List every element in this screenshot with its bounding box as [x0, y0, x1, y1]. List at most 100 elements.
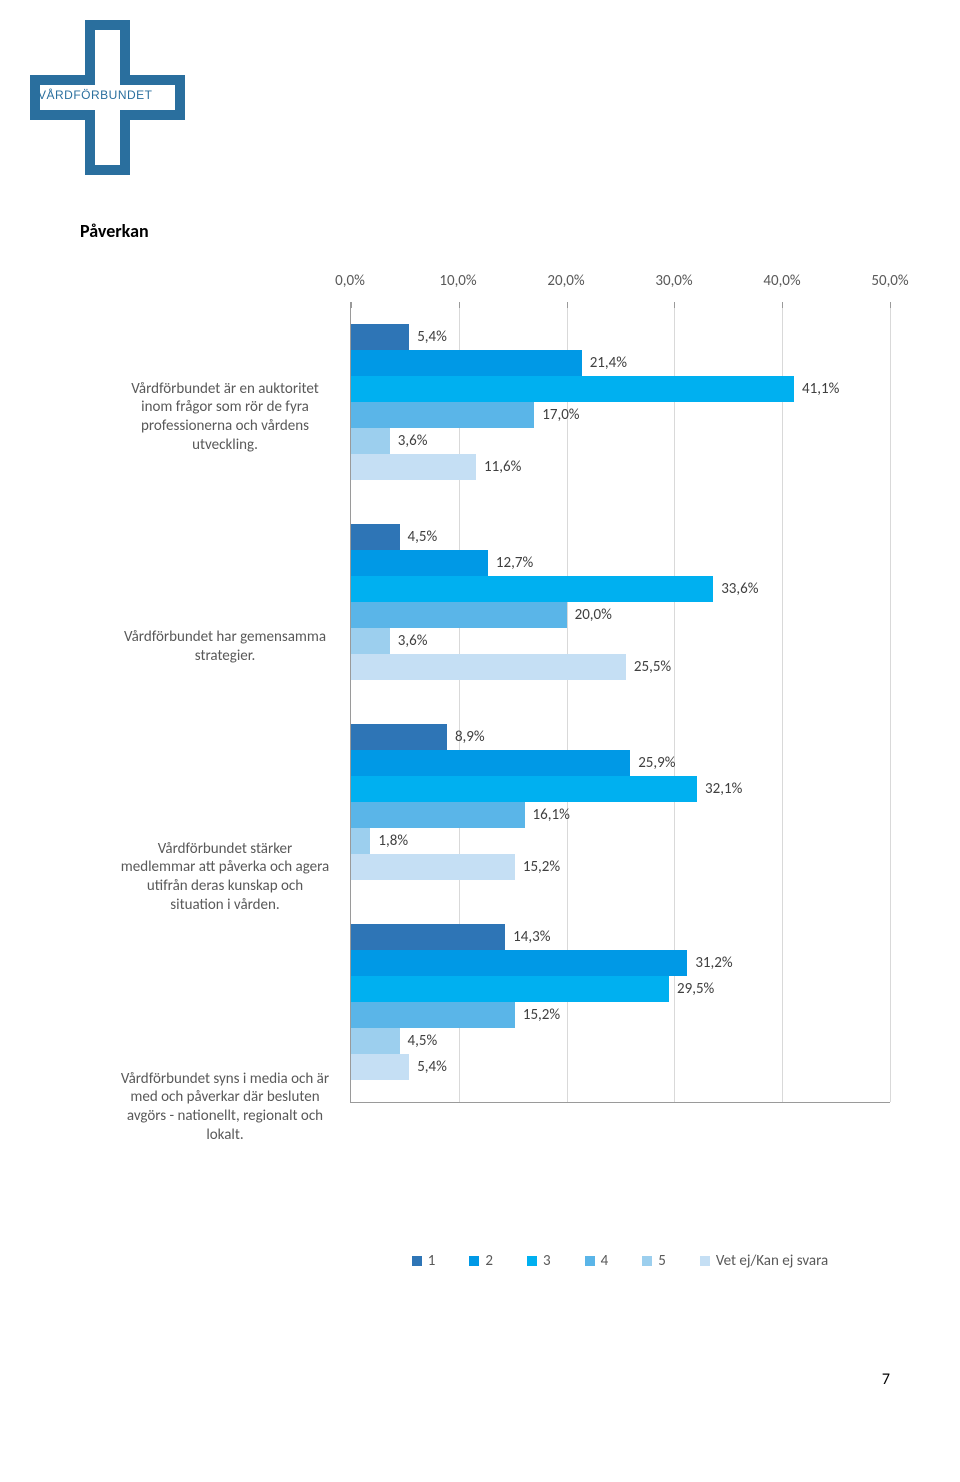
bar-row: 15,2% — [351, 1002, 890, 1028]
bar: 32,1% — [351, 776, 697, 802]
x-axis-tick-label: 20,0% — [547, 272, 584, 290]
category-label: Vårdförbundet har gemensamma strategier. — [120, 532, 350, 762]
bar-row: 21,4% — [351, 350, 890, 376]
legend-label: 1 — [428, 1252, 436, 1270]
bar: 29,5% — [351, 976, 669, 1002]
bar: 15,2% — [351, 854, 515, 880]
bar-value-label: 4,5% — [400, 528, 438, 546]
bar-row: 25,9% — [351, 750, 890, 776]
bar-row: 4,5% — [351, 524, 890, 550]
grouped-bar-chart: 0,0%10,0%20,0%30,0%40,0%50,0% Vårdförbun… — [120, 272, 890, 1270]
bar-row: 14,3% — [351, 924, 890, 950]
legend: 1 2 3 4 5 Vet ej/Kan ej svara — [350, 1252, 890, 1270]
legend-item: 1 — [412, 1252, 436, 1270]
bar-value-label: 15,2% — [515, 858, 560, 876]
bar-value-label: 32,1% — [697, 780, 742, 798]
bar-value-label: 25,9% — [630, 754, 675, 772]
bar-value-label: 8,9% — [447, 728, 485, 746]
bar: 8,9% — [351, 724, 447, 750]
legend-swatch — [527, 1256, 537, 1266]
bar-row: 8,9% — [351, 724, 890, 750]
bar: 16,1% — [351, 802, 525, 828]
bar: 1,8% — [351, 828, 370, 854]
bar: 3,6% — [351, 428, 390, 454]
bar: 4,5% — [351, 1028, 400, 1054]
x-axis-labels: 0,0%10,0%20,0%30,0%40,0%50,0% — [350, 272, 890, 302]
bar-group: 8,9%25,9%32,1%16,1%1,8%15,2% — [351, 702, 890, 902]
bar-row: 3,6% — [351, 628, 890, 654]
bar-row: 25,5% — [351, 654, 890, 680]
plot-area: 5,4%21,4%41,1%17,0%3,6%11,6%4,5%12,7%33,… — [350, 302, 890, 1103]
bar-row: 41,1% — [351, 376, 890, 402]
bar-group: 4,5%12,7%33,6%20,0%3,6%25,5% — [351, 502, 890, 702]
bar-row: 31,2% — [351, 950, 890, 976]
legend-item: 4 — [585, 1252, 609, 1270]
bar: 41,1% — [351, 376, 794, 402]
x-axis-tick-label: 40,0% — [763, 272, 800, 290]
bar-value-label: 20,0% — [567, 606, 612, 624]
legend-item: 3 — [527, 1252, 551, 1270]
bar-row: 5,4% — [351, 1054, 890, 1080]
legend-swatch — [412, 1256, 422, 1266]
bar-row: 17,0% — [351, 402, 890, 428]
bar: 25,9% — [351, 750, 630, 776]
bar: 3,6% — [351, 628, 390, 654]
bar-row: 15,2% — [351, 854, 890, 880]
category-label: Vårdförbundet stärker medlemmar att påve… — [120, 762, 350, 992]
x-axis-tick-label: 0,0% — [335, 272, 365, 290]
legend-label: 5 — [658, 1252, 666, 1270]
legend-swatch — [642, 1256, 652, 1266]
logo-block: VÅRDFÖRBUNDET — [0, 0, 960, 180]
bar-group: 5,4%21,4%41,1%17,0%3,6%11,6% — [351, 302, 890, 502]
bar-value-label: 5,4% — [409, 328, 447, 346]
bar-value-label: 5,4% — [409, 1058, 447, 1076]
legend-item: Vet ej/Kan ej svara — [700, 1252, 828, 1270]
bar: 4,5% — [351, 524, 400, 550]
bar-value-label: 11,6% — [476, 458, 521, 476]
bar: 20,0% — [351, 602, 567, 628]
bar: 14,3% — [351, 924, 505, 950]
bar-value-label: 41,1% — [794, 380, 839, 398]
bar-value-label: 12,7% — [488, 554, 533, 572]
legend-label: 4 — [601, 1252, 609, 1270]
bar: 33,6% — [351, 576, 713, 602]
legend-item: 2 — [469, 1252, 493, 1270]
bar-value-label: 16,1% — [525, 806, 570, 824]
bar-value-label: 15,2% — [515, 1006, 560, 1024]
x-axis-tick-label: 50,0% — [871, 272, 908, 290]
bar: 12,7% — [351, 550, 488, 576]
bar-row: 33,6% — [351, 576, 890, 602]
plus-cross-logo: VÅRDFÖRBUNDET — [30, 20, 185, 180]
bar-row: 1,8% — [351, 828, 890, 854]
bar: 15,2% — [351, 1002, 515, 1028]
bar-value-label: 29,5% — [669, 980, 714, 998]
bar-value-label: 1,8% — [370, 832, 408, 850]
legend-swatch — [700, 1256, 710, 1266]
bar-value-label: 4,5% — [400, 1032, 438, 1050]
bar-value-label: 25,5% — [626, 658, 671, 676]
gridline — [890, 302, 891, 1102]
bar-row: 5,4% — [351, 324, 890, 350]
svg-text:VÅRDFÖRBUNDET: VÅRDFÖRBUNDET — [38, 87, 153, 102]
legend-swatch — [585, 1256, 595, 1266]
bar-value-label: 3,6% — [390, 432, 428, 450]
bar-row: 29,5% — [351, 976, 890, 1002]
bar: 31,2% — [351, 950, 687, 976]
bar: 5,4% — [351, 324, 409, 350]
legend-label: 2 — [485, 1252, 493, 1270]
bar-row: 3,6% — [351, 428, 890, 454]
bar-row: 32,1% — [351, 776, 890, 802]
bar-value-label: 21,4% — [582, 354, 627, 372]
bar-value-label: 17,0% — [534, 406, 579, 424]
bar-row: 20,0% — [351, 602, 890, 628]
bar-group: 14,3%31,2%29,5%15,2%4,5%5,4% — [351, 902, 890, 1102]
chart-title: Påverkan — [80, 220, 890, 242]
legend-label: Vet ej/Kan ej svara — [716, 1252, 828, 1270]
bar: 5,4% — [351, 1054, 409, 1080]
page-number: 7 — [0, 1310, 960, 1419]
bar: 25,5% — [351, 654, 626, 680]
bar-row: 11,6% — [351, 454, 890, 480]
bar-value-label: 3,6% — [390, 632, 428, 650]
bar: 17,0% — [351, 402, 534, 428]
bar-row: 16,1% — [351, 802, 890, 828]
